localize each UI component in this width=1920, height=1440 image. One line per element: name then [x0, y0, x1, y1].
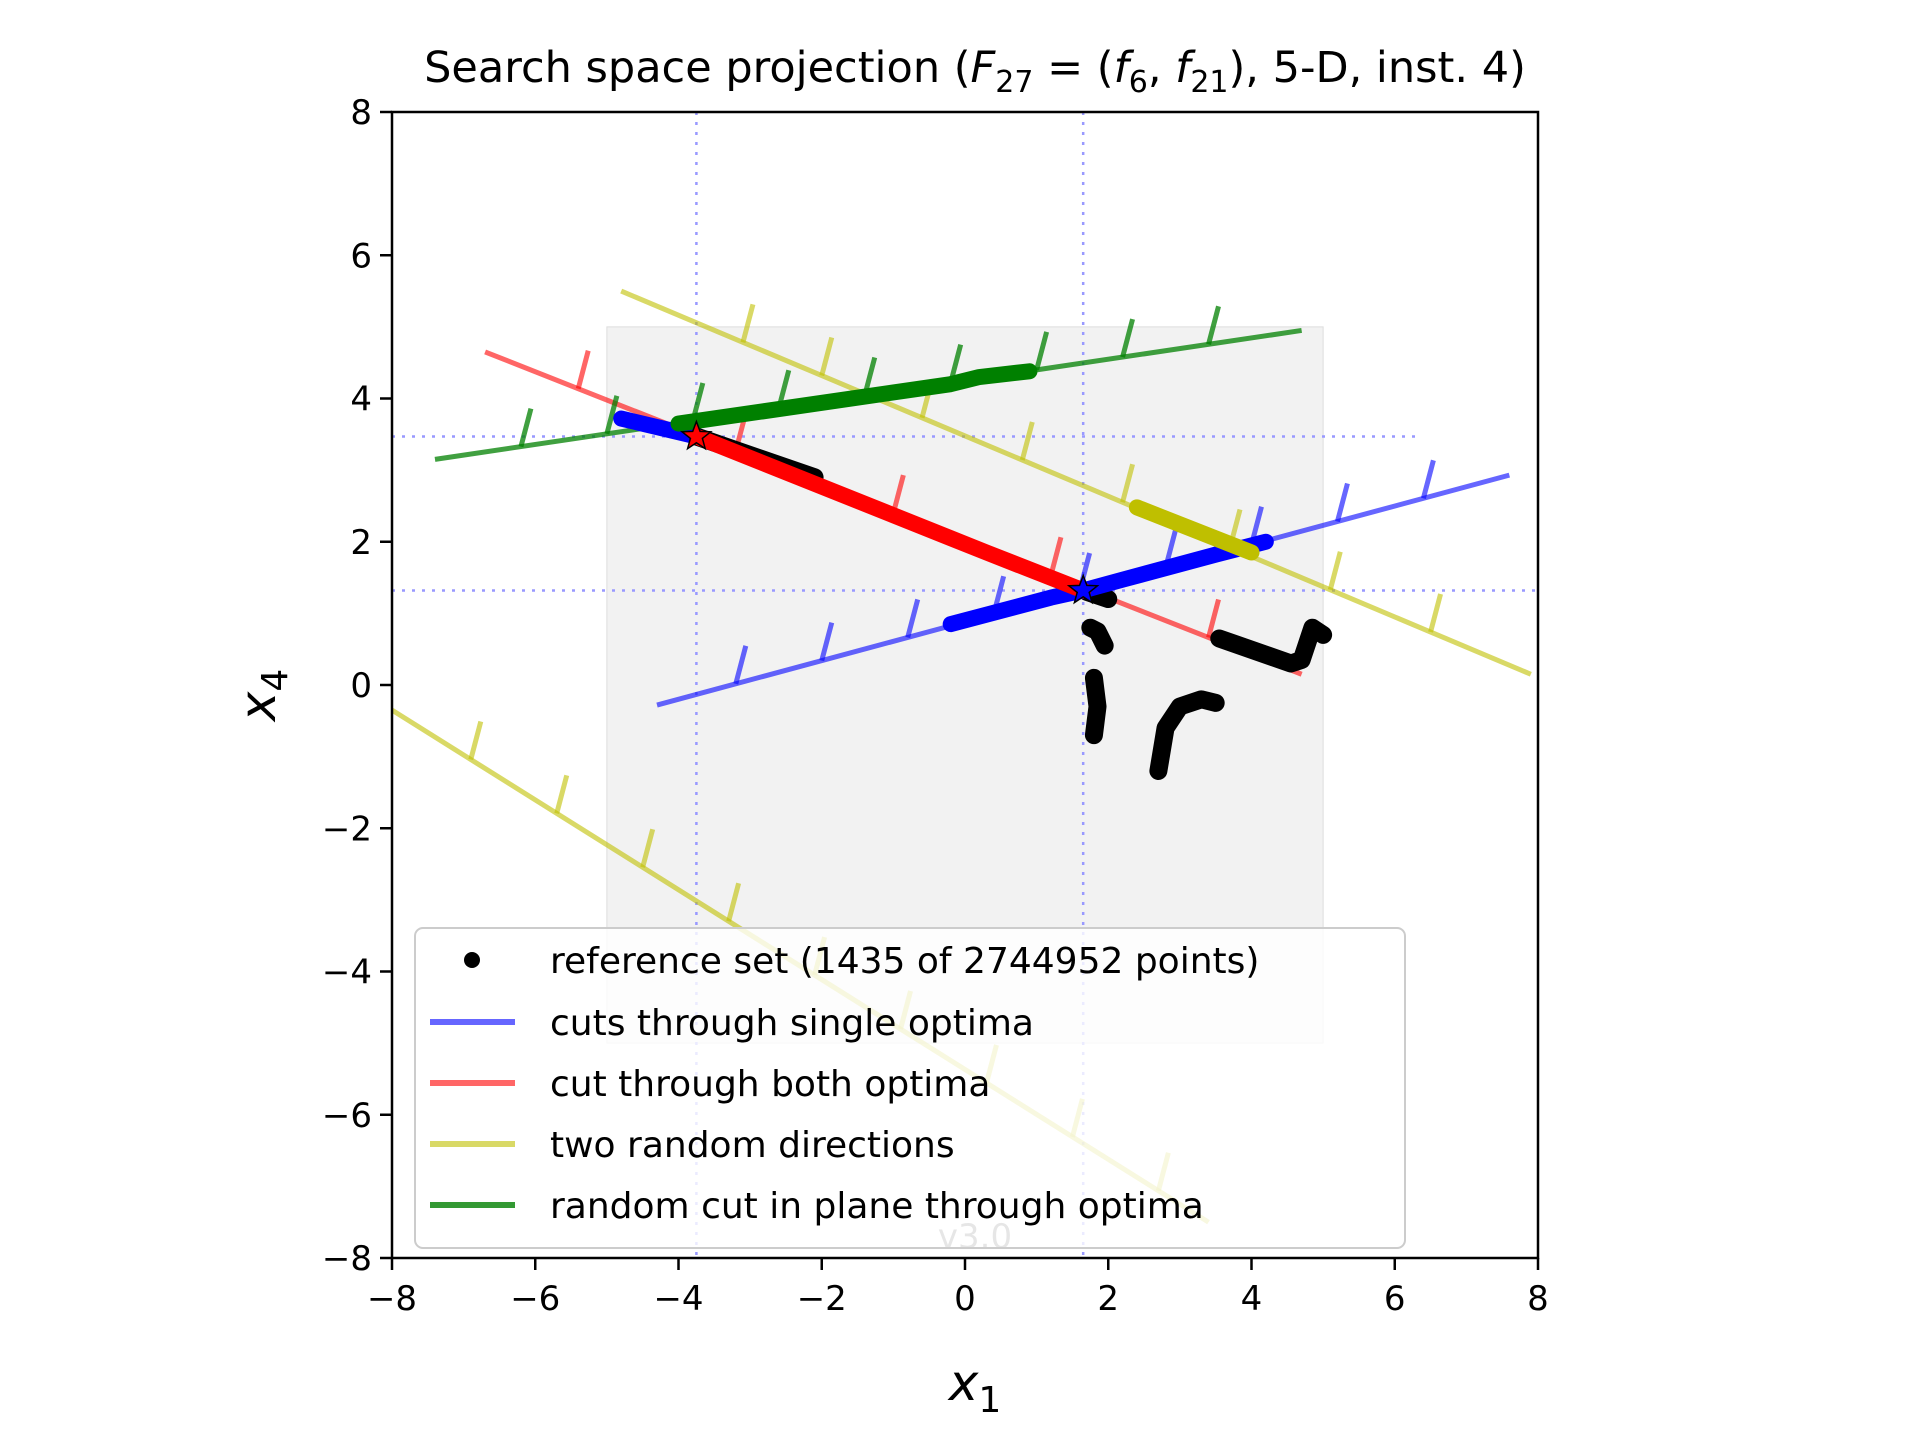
reference-set-segment-5 [1210, 618, 1333, 673]
x-axis-label: x1 [947, 1354, 1002, 1421]
series-tick-3-1 [819, 336, 835, 377]
series-tick-2-4 [1206, 598, 1221, 639]
series-tick-0-0 [733, 645, 749, 685]
legend: reference set (1435 of 2744952 points) c… [414, 927, 1406, 1249]
series-tick-2-2 [890, 474, 906, 514]
x-tick-label-7: 6 [1384, 1279, 1406, 1319]
series-highlight-2 [691, 429, 1092, 599]
x-tick-label-5: 2 [1097, 1279, 1119, 1319]
series-tick-0-1 [819, 621, 835, 662]
series-tick-4-3 [726, 882, 742, 922]
chart-title: Search space projection (F27 = (f6, f21)… [424, 43, 1526, 100]
series-line-3 [620, 288, 1532, 677]
series-tick-5-6 [1034, 331, 1050, 371]
x-tick-label-3: −2 [797, 1279, 847, 1319]
legend-marker-reference-set [464, 952, 480, 968]
series-tick-3-0 [740, 303, 756, 343]
y-tick-label-4: 0 [350, 666, 372, 706]
x-tick-label-0: −8 [367, 1279, 417, 1319]
series-tick-3-4 [1120, 463, 1135, 503]
series-tick-4-1 [554, 774, 570, 815]
x-tick-label-6: 4 [1241, 1279, 1263, 1319]
reference-set-segment-2 [1081, 618, 1114, 655]
y-tick-label-0: −8 [322, 1239, 372, 1279]
y-tick-label-2: −4 [322, 953, 372, 993]
plot-content [392, 112, 1538, 1258]
series-tick-5-0 [518, 407, 534, 448]
series-tick-5-8 [1206, 305, 1221, 345]
series-tick-5-1 [604, 395, 620, 435]
legend-label-single-optima: cuts through single optima [550, 1003, 1034, 1044]
legend-label-both-optima: cut through both optima [550, 1064, 990, 1105]
y-tick-label-8: 8 [350, 93, 372, 133]
reference-set-segment-4 [1149, 690, 1225, 780]
series-tick-4-2 [640, 828, 656, 868]
legend-label-random-cut-plane: random cut in plane through optima [550, 1186, 1204, 1227]
y-tick-label-7: 6 [350, 236, 372, 276]
series-highlight-5 [670, 363, 1038, 432]
x-tick-label-8: 8 [1527, 1279, 1549, 1319]
legend-box [414, 927, 1406, 1249]
series-tick-0-7 [1335, 482, 1350, 523]
series-tick-3-7 [1428, 593, 1443, 633]
x-tick-label-4: 0 [954, 1279, 976, 1319]
y-tick-label-5: 2 [350, 523, 372, 563]
optimum-star-1 [1066, 573, 1100, 605]
y-tick-label-6: 4 [350, 380, 372, 420]
series-tick-0-8 [1420, 459, 1436, 499]
series-highlight-3 [1128, 499, 1260, 561]
y-tick-label-1: −6 [322, 1096, 372, 1136]
legend-label-reference-set: reference set (1435 of 2744952 points) [550, 941, 1259, 982]
series-tick-2-0 [575, 350, 591, 390]
legend-label-random-directions: two random directions [550, 1125, 955, 1166]
series-highlight-0 [942, 533, 1274, 633]
series-tick-5-7 [1120, 318, 1135, 358]
series-tick-3-3 [1019, 421, 1035, 461]
y-axis-label: x4 [229, 669, 296, 724]
series-tick-3-6 [1327, 551, 1343, 591]
series-tick-0-2 [905, 598, 921, 639]
series-tick-2-3 [1048, 536, 1064, 576]
optimum-star-0 [680, 419, 713, 451]
reference-set-segment-3 [1084, 668, 1107, 745]
x-tick-label-1: −6 [510, 1279, 560, 1319]
plot-area: −8 −6 −4 −2 0 2 4 6 8 −8 −6 −4 −2 0 2 4 6 8 [322, 93, 1549, 1319]
y-tick-label-3: −2 [322, 809, 372, 849]
x-tick-label-2: −4 [653, 1279, 703, 1319]
series-tick-4-0 [468, 720, 484, 761]
